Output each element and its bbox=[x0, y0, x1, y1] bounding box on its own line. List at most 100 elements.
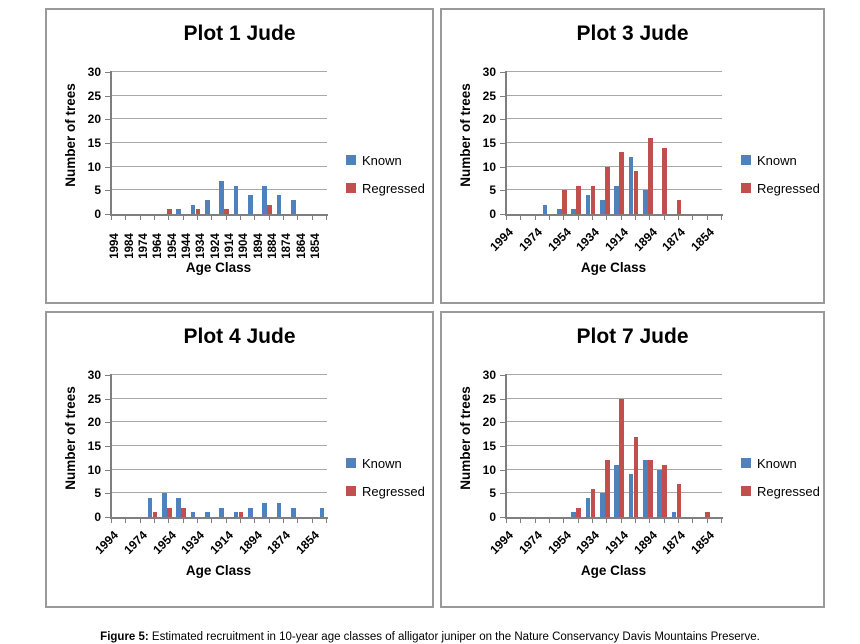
chart-title: Plot 1 Jude bbox=[183, 22, 296, 45]
regressed-bar bbox=[238, 512, 244, 517]
y-axis-line bbox=[110, 71, 112, 216]
y-gridline bbox=[506, 118, 722, 120]
y-tick-label: 15 bbox=[87, 439, 101, 453]
x-tick bbox=[678, 519, 679, 523]
y-tick bbox=[500, 422, 505, 424]
legend-item-known: Known bbox=[741, 153, 820, 168]
x-axis-line bbox=[110, 517, 328, 519]
x-tick bbox=[606, 216, 608, 220]
x-tick bbox=[534, 216, 536, 220]
regressed-bar bbox=[167, 507, 172, 517]
x-tick bbox=[706, 519, 708, 523]
known-bar bbox=[291, 199, 296, 214]
x-tick bbox=[549, 519, 550, 523]
regressed-swatch-icon bbox=[741, 486, 751, 496]
x-tick bbox=[311, 216, 313, 220]
x-axis-title: Age Class bbox=[580, 563, 647, 578]
chart-legend: Known Regressed bbox=[741, 456, 820, 513]
known-bar bbox=[600, 493, 605, 517]
regressed-bar bbox=[648, 138, 653, 214]
y-gridline bbox=[506, 492, 722, 494]
regressed-bar bbox=[676, 199, 682, 214]
y-gridline bbox=[111, 492, 327, 494]
regressed-bar bbox=[676, 483, 682, 517]
y-gridline bbox=[506, 142, 722, 143]
y-tick-label: 15 bbox=[482, 136, 496, 150]
x-tick bbox=[283, 216, 284, 220]
y-gridline bbox=[111, 189, 327, 191]
x-tick bbox=[635, 216, 636, 220]
y-tick-label: 20 bbox=[87, 415, 101, 430]
y-tick-label: 20 bbox=[482, 112, 496, 127]
chart-panel-plot-1-jude: Plot 1 Jude Number of trees 0 5 10 15 20 25 30… bbox=[45, 8, 434, 304]
chart-title: Plot 7 Jude bbox=[576, 325, 689, 348]
y-tick-label: 10 bbox=[87, 462, 101, 477]
x-tick bbox=[225, 216, 227, 220]
y-tick bbox=[105, 375, 110, 376]
y-tick-label: 30 bbox=[87, 368, 101, 382]
regressed-swatch-icon bbox=[346, 486, 356, 496]
x-tick-label: 1974 bbox=[120, 528, 150, 557]
y-tick-label: 15 bbox=[482, 439, 496, 453]
known-bar bbox=[542, 204, 548, 214]
y-tick bbox=[105, 119, 110, 121]
y-gridline bbox=[111, 94, 327, 96]
y-tick-label: 25 bbox=[87, 391, 101, 406]
x-tick-label: 1974 bbox=[515, 225, 545, 254]
x-tick-label: 1954 bbox=[149, 528, 179, 557]
x-tick-label: 1874 bbox=[659, 528, 689, 557]
x-tick bbox=[111, 519, 112, 523]
y-tick bbox=[105, 190, 110, 192]
chart-panel-plot-4-jude: Plot 4 Jude Number of trees 0 5 10 15 20 25 30… bbox=[45, 311, 434, 608]
x-tick bbox=[297, 519, 299, 523]
y-tick bbox=[105, 469, 110, 471]
y-tick bbox=[500, 375, 505, 376]
legend-item-regressed: Regressed bbox=[741, 484, 820, 499]
known-bar bbox=[614, 464, 619, 517]
y-axis-line bbox=[110, 374, 112, 519]
y-tick bbox=[500, 517, 505, 518]
x-tick bbox=[311, 519, 313, 523]
x-tick-label: 1914 bbox=[601, 225, 631, 254]
x-tick bbox=[240, 519, 241, 523]
known-bar bbox=[176, 498, 181, 517]
y-tick-label: 30 bbox=[482, 65, 496, 79]
known-bar bbox=[614, 185, 619, 214]
y-tick bbox=[105, 214, 110, 215]
x-tick bbox=[154, 519, 155, 523]
x-tick bbox=[549, 216, 550, 220]
x-tick-label: 1994 bbox=[487, 528, 517, 557]
x-axis-line bbox=[110, 214, 328, 216]
y-tick-label: 0 bbox=[94, 510, 101, 524]
y-gridline bbox=[506, 421, 722, 423]
regressed-bar bbox=[633, 436, 639, 517]
chart-legend: Known Regressed bbox=[346, 456, 425, 513]
y-gridline bbox=[111, 397, 327, 399]
y-gridline bbox=[506, 397, 722, 399]
x-tick bbox=[326, 519, 327, 523]
known-bar bbox=[248, 507, 253, 517]
figure-caption-text: Estimated recruitment in 10-year age cla… bbox=[148, 630, 760, 643]
x-tick bbox=[268, 216, 270, 220]
regressed-bar bbox=[619, 398, 624, 517]
y-tick-label: 5 bbox=[489, 486, 496, 501]
plot-area: 0 5 10 15 20 25 30 1994 1974 1954 1934 1914 1894 1874… bbox=[442, 313, 823, 606]
y-tick-label: 5 bbox=[94, 486, 101, 501]
y-tick-label: 0 bbox=[489, 510, 496, 524]
legend-item-known: Known bbox=[741, 456, 820, 471]
legend-item-known: Known bbox=[346, 153, 425, 168]
x-tick-label: 1954 bbox=[544, 528, 574, 557]
x-tick bbox=[649, 519, 651, 523]
x-tick-label: 1894 bbox=[630, 225, 660, 254]
y-tick-label: 25 bbox=[482, 391, 496, 406]
y-tick bbox=[500, 72, 505, 73]
y-gridline bbox=[506, 94, 722, 96]
known-bar bbox=[657, 469, 662, 517]
y-tick-label: 5 bbox=[94, 183, 101, 198]
y-tick-label: 10 bbox=[482, 159, 496, 174]
legend-label: Regressed bbox=[757, 180, 820, 196]
y-gridline bbox=[506, 189, 722, 191]
x-tick bbox=[663, 519, 665, 523]
y-gridline bbox=[111, 118, 327, 120]
y-tick-label: 15 bbox=[87, 136, 101, 150]
